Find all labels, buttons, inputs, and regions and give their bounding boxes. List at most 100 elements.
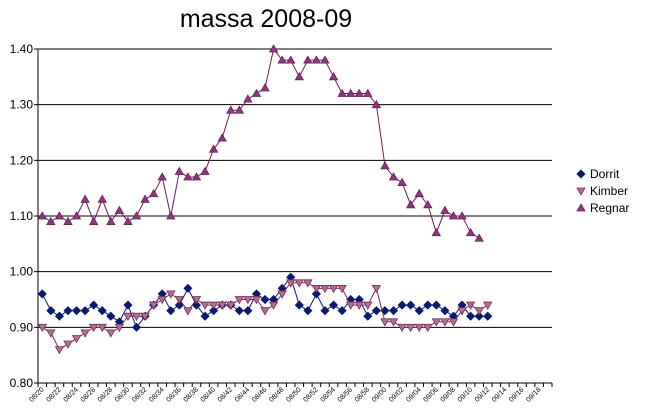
x-tick-label: 09/18	[525, 386, 542, 403]
series-group	[37, 44, 493, 355]
data-point	[243, 296, 253, 305]
data-point	[148, 301, 159, 310]
data-point	[380, 161, 390, 170]
data-point	[294, 279, 304, 288]
legend: Dorrit Kimber Regnar	[574, 166, 644, 225]
x-tick-label: 09/16	[508, 386, 525, 403]
data-point	[465, 301, 476, 310]
data-point	[234, 105, 245, 114]
x-tick-label: 08/40	[200, 386, 217, 403]
data-point	[294, 72, 304, 81]
data-point	[363, 311, 373, 321]
y-tick-label: 1.10	[10, 209, 34, 223]
data-point	[37, 323, 47, 333]
legend-label: Kimber	[590, 184, 628, 198]
data-point	[183, 172, 193, 181]
data-point	[303, 279, 313, 288]
legend-marker	[576, 203, 586, 212]
data-point	[431, 318, 442, 327]
legend-box	[574, 166, 644, 225]
data-point	[97, 194, 107, 203]
x-tick-label: 08/46	[251, 386, 268, 403]
data-point	[388, 306, 399, 316]
data-point	[200, 311, 210, 321]
data-point	[174, 166, 185, 175]
data-point	[157, 172, 167, 181]
data-point	[431, 300, 441, 310]
data-point	[397, 177, 407, 187]
series-kimber	[37, 279, 493, 355]
data-point	[63, 216, 73, 225]
data-point	[260, 307, 270, 316]
data-point	[380, 318, 390, 327]
x-tick-label: 08/36	[165, 386, 182, 403]
data-point	[243, 94, 253, 103]
data-point	[405, 200, 416, 209]
data-point	[243, 306, 253, 316]
data-point	[106, 311, 116, 321]
x-tick-label: 08/48	[268, 386, 285, 403]
data-point	[200, 301, 210, 310]
data-point	[363, 88, 373, 97]
data-point	[483, 311, 493, 321]
x-tick-label: 08/38	[183, 386, 200, 403]
data-point	[311, 55, 322, 64]
x-tick-label: 09/00	[371, 386, 388, 403]
data-point	[406, 300, 416, 310]
data-point	[226, 105, 236, 114]
data-point	[88, 323, 99, 333]
data-point	[234, 306, 244, 316]
data-point	[277, 55, 287, 64]
y-tick-label: 0.90	[10, 320, 34, 334]
data-point	[131, 322, 142, 332]
data-point	[311, 284, 322, 294]
data-point	[191, 172, 202, 181]
x-tick-label: 08/32	[131, 386, 148, 403]
x-tick-label: 09/10	[457, 386, 474, 403]
data-point	[166, 306, 176, 316]
series-line	[42, 47, 480, 239]
data-point	[157, 296, 167, 305]
data-point	[414, 306, 424, 316]
data-point	[345, 88, 356, 97]
data-point	[337, 88, 347, 97]
data-point	[303, 306, 313, 316]
data-point	[320, 306, 330, 316]
data-point	[166, 211, 176, 220]
data-point	[363, 301, 373, 310]
x-tick-label: 08/50	[285, 386, 302, 403]
data-point	[123, 312, 133, 322]
chart-title: massa 2008-09	[180, 5, 352, 33]
legend-marker	[576, 187, 586, 196]
x-tick-label: 08/30	[114, 386, 131, 403]
data-point	[457, 211, 467, 220]
data-point	[71, 306, 82, 316]
data-point	[123, 216, 133, 225]
data-point	[474, 307, 484, 316]
data-point	[320, 55, 330, 64]
data-point	[448, 318, 459, 327]
x-tick-label: 09/12	[474, 386, 491, 403]
x-tick-label: 08/56	[337, 386, 354, 403]
data-point	[277, 290, 287, 299]
data-point	[328, 72, 339, 81]
data-point	[46, 306, 56, 316]
data-point	[71, 211, 82, 220]
data-point	[80, 329, 90, 338]
data-point	[414, 323, 424, 333]
x-tick-label: 08/26	[80, 386, 97, 403]
data-point	[474, 233, 484, 242]
data-point	[371, 306, 381, 316]
data-point	[191, 296, 202, 305]
data-point	[183, 283, 193, 293]
data-point	[397, 323, 407, 333]
data-point	[80, 194, 90, 203]
series-dorrit	[37, 272, 493, 332]
data-point	[114, 205, 125, 214]
data-point	[337, 284, 347, 294]
data-point	[208, 144, 219, 153]
y-tick-label: 1.00	[10, 265, 34, 279]
data-point	[148, 188, 159, 198]
data-point	[388, 318, 399, 327]
data-point	[371, 284, 382, 294]
